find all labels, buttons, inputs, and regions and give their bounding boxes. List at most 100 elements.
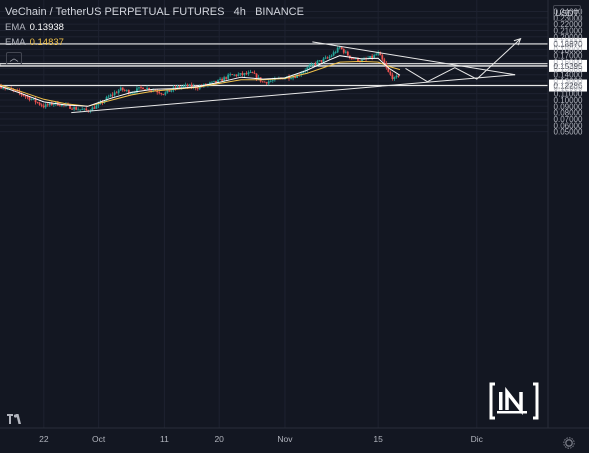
time-tick-label: 20: [214, 434, 224, 444]
price-tick-label: 0.20000: [554, 33, 583, 42]
candle-body: [119, 87, 122, 91]
ema-slow-value: 0.14837: [29, 37, 64, 48]
price-level-label: 0.12286: [554, 82, 583, 91]
candle-body: [32, 98, 35, 100]
candle-body: [146, 88, 148, 90]
candle-body: [344, 51, 347, 53]
candle-body: [336, 47, 339, 53]
price-tick-label: 0.07000: [554, 115, 583, 124]
candle-body: [269, 80, 272, 82]
candle-body: [292, 76, 294, 79]
candle-body: [79, 109, 82, 111]
candle-body: [231, 74, 234, 76]
candle-body: [302, 71, 305, 74]
candle-body: [125, 90, 128, 91]
collapse-legend-button[interactable]: ︿: [6, 52, 22, 65]
candle-body: [142, 87, 144, 90]
candle-body: [395, 75, 398, 78]
candle-body: [389, 71, 392, 75]
price-level-badge: [549, 37, 587, 50]
price-level-badge: [549, 59, 587, 72]
candle-body: [251, 72, 254, 73]
price-tick-label: 0.19000: [554, 39, 583, 48]
candle-body: [109, 94, 112, 97]
candle-body: [375, 54, 378, 56]
candle-body: [265, 82, 268, 84]
candle-body: [168, 90, 171, 92]
candle-body: [328, 56, 331, 58]
candle-body: [50, 102, 53, 105]
candle-body: [178, 86, 181, 88]
candle-body: [182, 85, 185, 87]
candle-body: [227, 74, 230, 79]
candle-body: [150, 90, 153, 92]
ema-fast-value: 0.13938: [29, 22, 64, 33]
candle-body: [249, 72, 252, 73]
candle-body: [239, 73, 242, 75]
price-tick-label: 0.06000: [554, 121, 583, 130]
time-tick-label: 22: [39, 434, 49, 444]
candle-body: [105, 97, 108, 101]
symbol-header[interactable]: VeChain / TetherUS PERPETUAL FUTURES 4h …: [5, 6, 304, 18]
candle-body: [253, 72, 256, 74]
candle-body: [314, 63, 317, 65]
candle-body: [342, 49, 345, 53]
gear-icon[interactable]: [563, 437, 575, 449]
candle-body: [180, 86, 183, 88]
candle-body: [93, 107, 96, 109]
candle-body: [263, 81, 266, 83]
candle-body: [322, 58, 325, 62]
candle-body: [346, 51, 349, 56]
candle-body: [357, 57, 359, 62]
ema-slow-legend[interactable]: EMA 0.14837: [5, 37, 64, 48]
candle-body: [160, 93, 163, 95]
currency-badge[interactable]: USDT: [553, 5, 581, 21]
ema-fast-label: EMA: [5, 22, 26, 33]
tradingview-logo-icon: [7, 414, 21, 424]
candle-body: [158, 92, 161, 94]
price-tick-label: 0.22000: [554, 20, 583, 29]
candle-body: [255, 73, 258, 79]
candle-body: [209, 82, 211, 84]
candle-body: [4, 88, 7, 90]
candle-body: [221, 78, 224, 81]
candle-body: [34, 98, 37, 103]
horizontal-levels: 0.18870 0.15395 0.12286: [0, 37, 587, 92]
price-tick-label: 0.23000: [554, 14, 583, 23]
candle-body: [61, 104, 63, 106]
candle-body: [115, 92, 118, 94]
candle-body: [40, 104, 43, 106]
price-tick-label: 0.09000: [554, 102, 583, 111]
candle-body: [95, 105, 98, 109]
grid: [0, 0, 548, 428]
candle-body: [46, 104, 49, 106]
candle-body: [334, 52, 337, 54]
price-tick-label: 0.16000: [554, 58, 583, 67]
time-axis: 22 Oct 11 20 Nov 15 Dic: [0, 427, 589, 444]
candle-body: [267, 81, 270, 84]
candle-body: [2, 88, 5, 90]
candle-body: [71, 108, 73, 110]
projection-arrowhead: [513, 37, 522, 46]
candle-body: [310, 64, 313, 66]
candle-body: [391, 74, 394, 79]
candle-body: [138, 87, 140, 89]
candle-body: [213, 80, 215, 82]
candle-body: [174, 87, 177, 89]
candle-body: [85, 108, 88, 111]
price-level-label: 0.15395: [554, 62, 583, 71]
candle-body: [75, 107, 78, 110]
candle-body: [330, 55, 333, 57]
candle-body: [241, 73, 244, 75]
candle-body: [379, 52, 382, 56]
interval-label: 4h: [233, 6, 246, 18]
candle-body: [294, 76, 296, 78]
candle-body: [77, 109, 80, 111]
candle-body: [316, 61, 319, 65]
time-tick-label: 11: [160, 434, 169, 444]
ema-fast-legend[interactable]: EMA 0.13938: [5, 22, 64, 33]
price-tick-label: 0.21000: [554, 26, 583, 35]
candle-body: [243, 73, 246, 75]
price-level-label: 0.18870: [554, 40, 583, 49]
